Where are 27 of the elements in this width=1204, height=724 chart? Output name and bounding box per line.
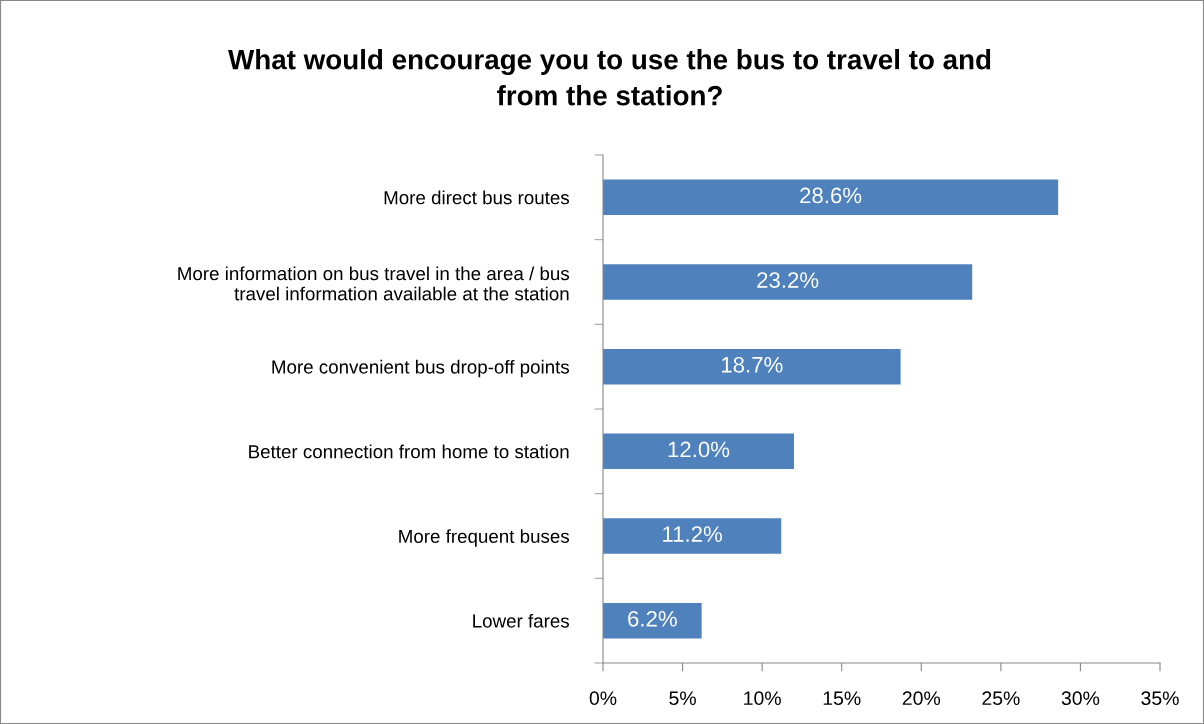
data-label: 11.2% [663,526,723,542]
x-tick-label: 20% [902,691,941,706]
x-tick-label: 15% [823,691,861,706]
y-tick-label: More information on bus travel in the area / bus travel information available at the station [178,266,570,301]
bar [603,433,794,470]
x-tick-label: 25% [982,691,1020,706]
y-tick-label: Better connection from home to station [249,444,569,459]
y-tick-label: Lower fares [473,613,569,628]
data-label: 12.0% [668,441,730,458]
x-tick-label: 5% [669,691,696,706]
data-label: 23.2% [757,272,819,288]
bar [603,518,782,554]
x-tick-label: 0% [589,691,617,706]
y-tick-label: More frequent buses [399,529,569,547]
bar [603,602,702,639]
y-tick-label: More direct bus routes [384,190,569,205]
data-label: 18.7% [721,356,783,373]
data-label: 28.6% [800,187,862,204]
data-label: 6.2% [628,610,677,627]
bar [603,179,1059,216]
x-tick-label: 30% [1061,691,1100,706]
x-tick-label: 35% [1141,691,1179,706]
y-tick-label: More convenient bus drop-off points [272,359,570,378]
bar [603,264,973,300]
bar [603,348,901,385]
x-tick-label: 10% [744,691,781,706]
chart-title: What would encourage you to use the bus to travel to and from the station? [228,49,991,106]
